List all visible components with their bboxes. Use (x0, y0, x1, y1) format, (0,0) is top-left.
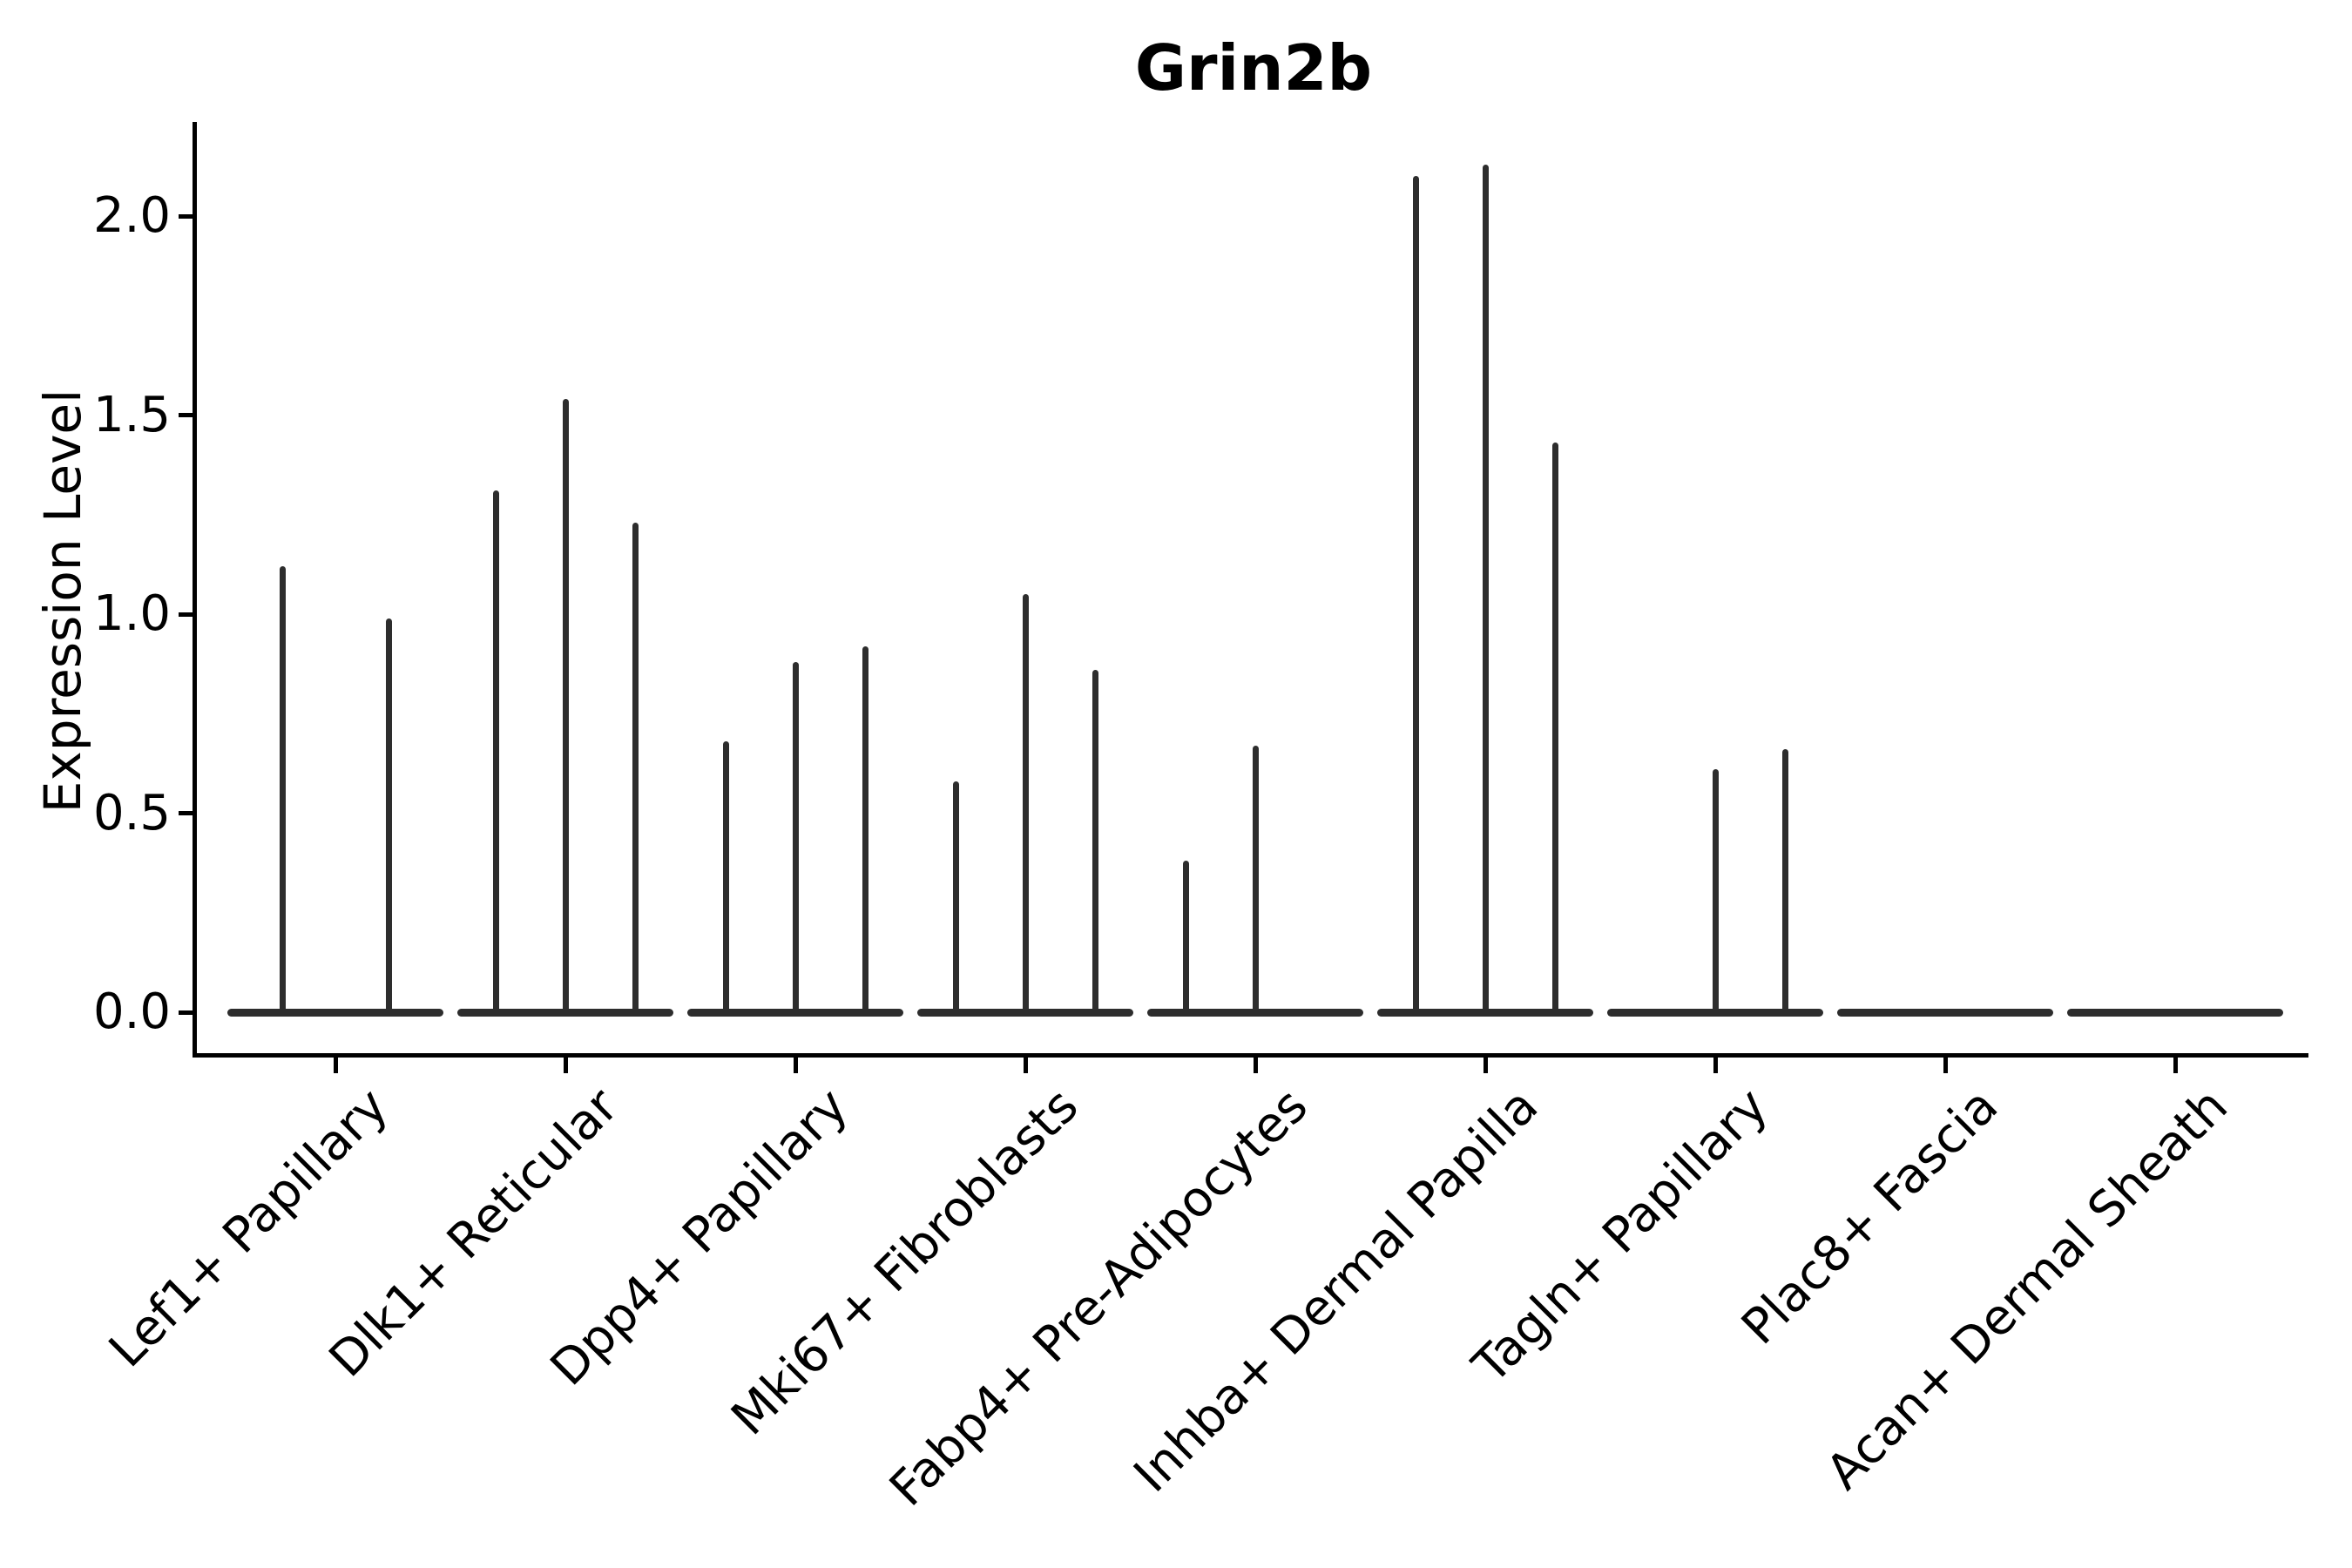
x-tick-mark (333, 1058, 338, 1073)
x-tick-mark (1023, 1058, 1028, 1073)
x-tick-label: Fabp4+ Pre-Adipocytes (879, 1078, 1320, 1517)
violin-spike (1182, 861, 1189, 1012)
x-tick-mark (563, 1058, 568, 1073)
chart-title: Grin2b (1134, 31, 1373, 105)
violin-spike (792, 661, 799, 1012)
violin-spike (952, 781, 959, 1012)
x-tick-mark (793, 1058, 798, 1073)
y-tick-mark (179, 612, 193, 617)
violin-baseline (917, 1008, 1133, 1017)
violin-spike (1022, 594, 1029, 1012)
y-tick-mark (179, 1010, 193, 1015)
x-tick-mark (1943, 1058, 1948, 1073)
violin-spike (1092, 669, 1098, 1012)
y-tick-mark (179, 811, 193, 815)
violin-spike (722, 741, 729, 1012)
x-tick-mark (2173, 1058, 2178, 1073)
y-tick-label: 1.0 (92, 585, 171, 642)
violin-spike (1551, 443, 1558, 1012)
violin-spike (1712, 769, 1719, 1012)
violin-spike (1482, 164, 1489, 1012)
violin-spike (1252, 745, 1259, 1012)
violin-baseline (457, 1008, 673, 1017)
violin-spike (562, 399, 569, 1012)
x-tick-mark (1253, 1058, 1258, 1073)
x-tick-label: Acan+ Dermal Sheath (1815, 1078, 2240, 1501)
violin-spike (385, 618, 392, 1012)
y-axis-spine (193, 122, 197, 1058)
violin-baseline (227, 1008, 443, 1017)
x-axis-spine (193, 1053, 2308, 1058)
violin-baseline (687, 1008, 903, 1017)
y-tick-label: 2.0 (92, 187, 171, 244)
y-tick-mark (179, 413, 193, 417)
violin-spike (492, 490, 499, 1012)
violin-baseline (1607, 1008, 1823, 1017)
x-tick-label: Inhba+ Dermal Papilla (1123, 1078, 1550, 1504)
violin-baseline (1837, 1008, 2053, 1017)
y-tick-label: 0.0 (92, 983, 171, 1040)
violin-baseline (2067, 1008, 2283, 1017)
y-tick-label: 1.5 (92, 386, 171, 443)
y-tick-mark (179, 213, 193, 219)
violin-spike (1412, 176, 1419, 1012)
violin-spike (279, 566, 286, 1012)
violin-spike (1781, 749, 1788, 1012)
y-tick-label: 0.5 (92, 784, 171, 841)
x-tick-mark (1483, 1058, 1488, 1073)
violin-spike (632, 522, 639, 1012)
violin-baseline (1147, 1008, 1363, 1017)
violin-spike (862, 645, 868, 1012)
violin-baseline (1377, 1008, 1593, 1017)
x-tick-mark (1713, 1058, 1718, 1073)
